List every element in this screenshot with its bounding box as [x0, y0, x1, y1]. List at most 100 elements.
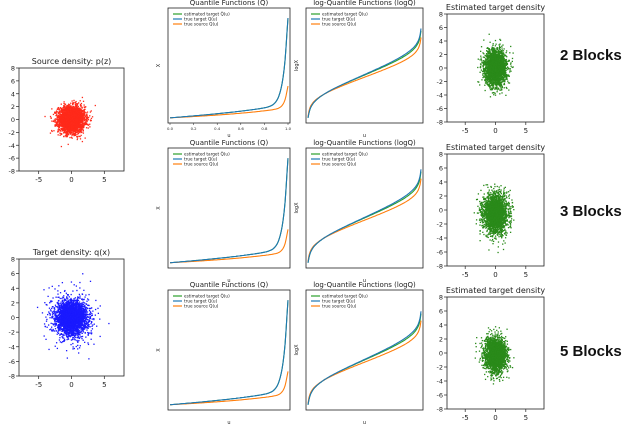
scatter-point: [73, 123, 74, 124]
scatter-point: [65, 104, 66, 105]
scatter-point: [67, 122, 68, 123]
scatter-point: [57, 117, 58, 118]
scatter-point: [75, 332, 76, 333]
scatter-point: [87, 111, 88, 112]
scatter-point: [85, 303, 86, 304]
scatter-point: [50, 116, 51, 117]
scatter-point: [67, 357, 68, 358]
scatter-point: [92, 324, 93, 325]
scatter-point: [79, 287, 80, 288]
scatter-point: [56, 114, 57, 115]
scatter-point: [60, 107, 61, 108]
scatter-point: [94, 324, 95, 325]
scatter-point: [63, 112, 64, 113]
scatter-point: [87, 124, 88, 125]
scatter-point: [85, 124, 86, 125]
scatter-point: [71, 113, 72, 114]
scatter-point: [86, 329, 87, 330]
scatter-point: [92, 116, 93, 117]
scatter-point: [87, 311, 88, 312]
scatter-point: [73, 127, 74, 128]
scatter-point: [62, 297, 63, 298]
scatter-point: [73, 120, 74, 121]
scatter-point: [70, 130, 71, 131]
scatter-point: [80, 105, 81, 106]
scatter-point: [55, 305, 56, 306]
scatter-point: [63, 101, 64, 102]
scatter-point: [81, 113, 82, 114]
scatter-point: [100, 305, 101, 306]
scatter-point: [80, 336, 81, 337]
scatter-point: [55, 306, 56, 307]
scatter-point: [64, 126, 65, 127]
scatter-point: [96, 326, 97, 327]
scatter-point: [85, 112, 86, 113]
scatter-point: [55, 120, 56, 121]
scatter-point: [79, 295, 80, 296]
scatter-point: [65, 117, 66, 118]
scatter-point: [83, 104, 84, 105]
scatter-point: [88, 119, 89, 120]
scatter-point: [83, 101, 84, 102]
scatter-point: [84, 316, 85, 317]
scatter-point: [77, 127, 78, 128]
scatter-point: [49, 308, 50, 309]
scatter-point: [53, 130, 54, 131]
scatter-point: [61, 115, 62, 116]
scatter-point: [48, 349, 49, 350]
scatter-point: [61, 298, 62, 299]
scatter-point: [68, 116, 69, 117]
scatter-point: [74, 123, 75, 124]
scatter-point: [62, 330, 63, 331]
scatter-point: [78, 352, 79, 353]
scatter-point: [52, 311, 53, 312]
scatter-point: [72, 104, 73, 105]
scatter-point: [86, 120, 87, 121]
scatter-point: [89, 308, 90, 309]
scatter-point: [77, 112, 78, 113]
scatter-point: [42, 312, 43, 313]
scatter-point: [84, 342, 85, 343]
scatter-point: [53, 329, 54, 330]
scatter-point: [63, 335, 64, 336]
scatter-point: [60, 130, 61, 131]
scatter-point: [72, 348, 73, 349]
scatter-point: [60, 341, 61, 342]
scatter-point: [64, 129, 65, 130]
scatter-points: [37, 273, 110, 359]
scatter-point: [71, 281, 72, 282]
scatter-point: [80, 100, 81, 101]
scatter-point: [86, 114, 87, 115]
scatter-point: [77, 104, 78, 105]
scatter-point: [83, 302, 84, 303]
scatter-point: [77, 117, 78, 118]
scatter-point: [88, 305, 89, 306]
y-tick-label: 8: [11, 65, 15, 73]
scatter-point: [68, 144, 69, 145]
scatter-point: [47, 314, 48, 315]
scatter-point: [84, 328, 85, 329]
scatter-point: [63, 116, 64, 117]
scatter-point: [64, 114, 65, 115]
scatter-point: [67, 337, 68, 338]
scatter-point: [73, 298, 74, 299]
scatter-point: [74, 110, 75, 111]
scatter-point: [69, 128, 70, 129]
scatter-point: [79, 125, 80, 126]
scatter-point: [74, 130, 75, 131]
scatter-point: [88, 358, 89, 359]
scatter-point: [51, 330, 52, 331]
scatter-point: [55, 118, 56, 119]
scatter-point: [66, 107, 67, 108]
scatter-point: [64, 131, 65, 132]
scatter-point: [67, 132, 68, 133]
scatter-point: [67, 134, 68, 135]
scatter-point: [51, 108, 52, 109]
scatter-point: [73, 102, 74, 103]
scatter-point: [68, 304, 69, 305]
scatter-point: [74, 133, 75, 134]
scatter-point: [74, 334, 75, 335]
scatter-point: [78, 106, 79, 107]
x-tick-label: 0: [69, 176, 73, 184]
scatter-point: [78, 136, 79, 137]
